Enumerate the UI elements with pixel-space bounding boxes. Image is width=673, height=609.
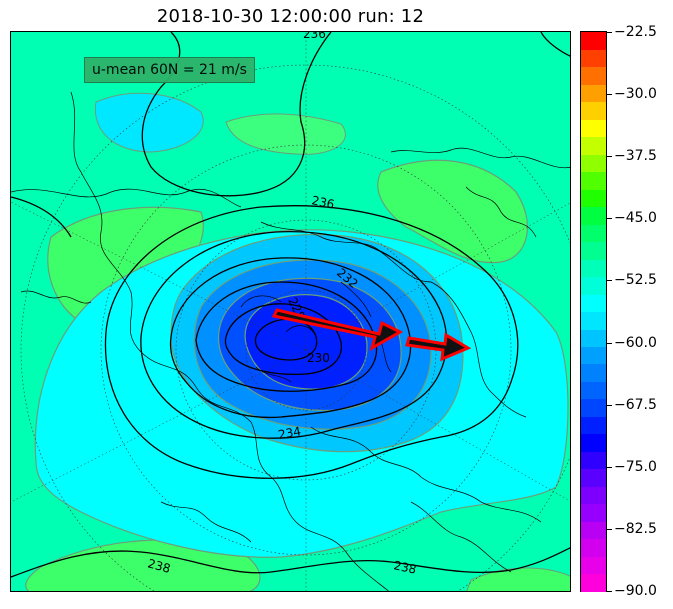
colorbar-segment [581, 136, 606, 155]
colorbar-segment [581, 363, 606, 382]
colorbar-segment [581, 101, 606, 120]
colorbar-tick [607, 94, 612, 96]
flow-arrow-2 [405, 332, 472, 362]
contour-label-238-left: 238 [146, 556, 172, 575]
colorbar-tick-label: −22.5 [614, 24, 657, 40]
colorbar-segment [581, 49, 606, 68]
colorbar-tick [607, 591, 612, 592]
colorbar-tick [607, 156, 612, 158]
green-patch-bottom-right [466, 567, 570, 591]
colorbar-segment [581, 521, 606, 540]
colorbar-tick-label: −90.0 [614, 583, 657, 599]
green-patch-bottom [25, 539, 261, 591]
colorbar-tick-label: −37.5 [614, 148, 657, 165]
colorbar-segment [581, 556, 606, 575]
colorbar-segment [581, 416, 606, 435]
colorbar-tick-label: −67.5 [614, 396, 657, 413]
colorbar-tick-label: −82.5 [614, 520, 657, 537]
colorbar-segment [581, 468, 606, 487]
colorbar-tick [607, 528, 612, 530]
colorbar-segment [581, 66, 606, 85]
colorbar-tick-label: −52.5 [614, 272, 657, 289]
contour-label-230: 230 [307, 351, 330, 365]
height-contours [11, 32, 570, 578]
colorbar-segment [581, 311, 606, 330]
colorbar-segment [581, 294, 606, 313]
colorbar-tick [607, 218, 612, 220]
colorbar-segment [581, 486, 606, 505]
colorbar [580, 31, 607, 592]
colorbar-tick [607, 32, 612, 33]
colorbar-segment [581, 328, 606, 347]
colorbar-segment [581, 189, 606, 208]
colorbar-tick [607, 280, 612, 282]
colorbar-tick-label: −75.0 [614, 458, 657, 475]
colorbar-segment [581, 381, 606, 400]
colorbar-segment [581, 241, 606, 260]
contour-label-236-mid: 236 [310, 193, 335, 211]
green-patch-right [377, 159, 528, 264]
colorbar-segment [581, 451, 606, 470]
flow-arrow-1 [271, 308, 404, 352]
cyan-region-top [94, 92, 204, 153]
colorbar-segment [581, 503, 606, 522]
colorbar-segment [581, 119, 606, 138]
map-canvas: 236 236 232 228 230 234 238 238 [11, 32, 570, 591]
colorbar-segment [581, 346, 606, 365]
green-patch-top [225, 113, 346, 155]
colorbar-tick [607, 404, 612, 406]
colorbar-segment [581, 206, 606, 225]
coastlines [11, 91, 570, 591]
colorbar-tick [607, 342, 612, 344]
colorbar-tick-label: −45.0 [614, 210, 657, 227]
colorbar-tick-label: −60.0 [614, 334, 657, 351]
colorbar-tick [607, 466, 612, 468]
map-title: 2018-10-30 12:00:00 run: 12 [156, 6, 425, 27]
contour-label-238-right: 238 [392, 558, 417, 576]
colorbar-segment [581, 538, 606, 557]
colorbar-segment [581, 154, 606, 173]
colorbar-segment [581, 259, 606, 278]
contour-label-236-top: 236 [303, 32, 326, 41]
polar-stereographic-map: 236 236 232 228 230 234 238 238 u-mean 6… [10, 31, 571, 592]
colorbar-tick-label: −30.0 [614, 86, 657, 103]
colorbar-segment [581, 32, 606, 50]
colorbar-segment [581, 171, 606, 190]
colorbar-segment [581, 276, 606, 295]
colorbar-segment [581, 433, 606, 452]
colorbar-segment [581, 224, 606, 243]
u-mean-info-box: u-mean 60N = 21 m/s [84, 57, 255, 83]
colorbar-segment [581, 84, 606, 103]
contour-label-234: 234 [277, 424, 302, 442]
colorbar-segment [581, 398, 606, 417]
colorbar-segment [581, 573, 606, 592]
